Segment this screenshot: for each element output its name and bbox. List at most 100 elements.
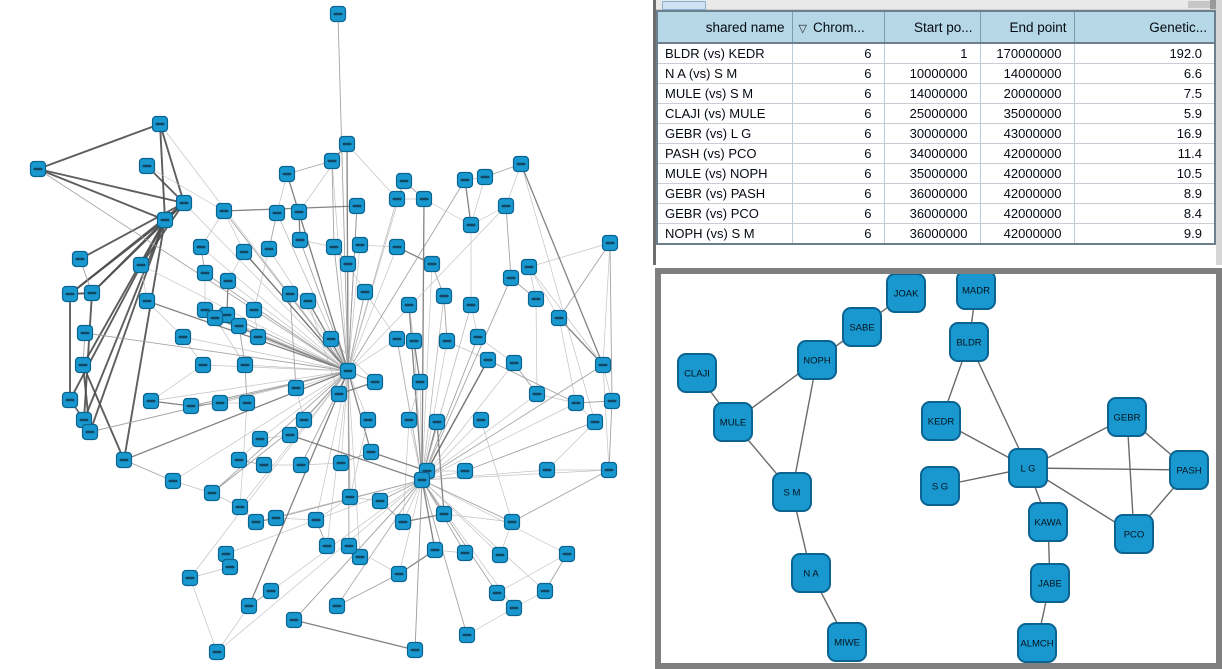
network-node[interactable]	[528, 385, 546, 403]
table-cell[interactable]: 20000000	[979, 83, 1074, 104]
network-node[interactable]	[503, 513, 521, 531]
network-edge[interactable]	[414, 479, 423, 651]
network-node[interactable]	[395, 172, 413, 190]
network-node[interactable]	[359, 411, 377, 429]
network-edge[interactable]	[520, 163, 596, 423]
table-row[interactable]: GEBR (vs) PASH 6 36000000 42000000 8.9	[657, 183, 1215, 204]
network-edge[interactable]	[546, 421, 596, 471]
network-node[interactable]	[603, 392, 621, 410]
network-node[interactable]	[600, 461, 618, 479]
network-edge[interactable]	[421, 359, 489, 481]
network-node[interactable]	[426, 541, 444, 559]
network-node[interactable]	[406, 641, 424, 659]
network-edge[interactable]	[480, 419, 513, 523]
network-node[interactable]	[83, 284, 101, 302]
network-node[interactable]	[351, 236, 369, 254]
network-edge[interactable]	[421, 304, 472, 481]
table-cell[interactable]: 1	[883, 43, 980, 64]
table-cell[interactable]: N A (vs) S M	[657, 63, 792, 84]
network-edge[interactable]	[216, 479, 423, 653]
network-edge[interactable]	[336, 479, 423, 607]
node-ALMCH[interactable]: ALMCH	[1017, 623, 1057, 663]
network-node[interactable]	[348, 197, 366, 215]
network-edge[interactable]	[79, 202, 185, 260]
network-edge[interactable]	[189, 370, 349, 579]
network-node[interactable]	[388, 238, 406, 256]
network-node[interactable]	[476, 168, 494, 186]
table-cell[interactable]: 8.9	[1073, 183, 1215, 204]
network-node[interactable]	[278, 165, 296, 183]
network-node[interactable]	[245, 301, 263, 319]
network-node[interactable]	[211, 394, 229, 412]
network-node[interactable]	[586, 413, 604, 431]
network-edge[interactable]	[330, 338, 376, 383]
network-edge[interactable]	[421, 479, 546, 592]
node-GEBR[interactable]: GEBR	[1107, 397, 1147, 437]
network-node[interactable]	[330, 385, 348, 403]
network-node[interactable]	[295, 411, 313, 429]
network-edge[interactable]	[347, 370, 369, 421]
network-node[interactable]	[61, 391, 79, 409]
network-node[interactable]	[29, 160, 47, 178]
network-edge[interactable]	[496, 553, 568, 594]
network-edge[interactable]	[123, 459, 174, 482]
network-edge[interactable]	[421, 295, 445, 481]
network-node[interactable]	[366, 373, 384, 391]
horizontal-scrollbar-thumb[interactable]	[662, 1, 706, 10]
table-cell[interactable]: 9.9	[1073, 223, 1215, 245]
network-edge[interactable]	[37, 123, 161, 170]
network-edge[interactable]	[396, 338, 423, 481]
network-node[interactable]	[81, 423, 99, 441]
network-node[interactable]	[328, 597, 346, 615]
table-row[interactable]: PASH (vs) PCO 6 34000000 42000000 11.4	[657, 143, 1215, 164]
network-node[interactable]	[462, 216, 480, 234]
network-node[interactable]	[538, 461, 556, 479]
network-edge[interactable]	[421, 198, 425, 481]
network-node[interactable]	[268, 204, 286, 222]
network-node[interactable]	[340, 537, 358, 555]
network-node[interactable]	[175, 194, 193, 212]
table-cell[interactable]: 6	[791, 223, 884, 245]
network-edge[interactable]	[146, 300, 349, 372]
network-edge[interactable]	[602, 242, 611, 366]
network-edge[interactable]	[464, 421, 596, 472]
node-MULE[interactable]: MULE	[713, 402, 753, 442]
network-edge[interactable]	[37, 168, 166, 221]
network-edge[interactable]	[421, 277, 512, 481]
network-node[interactable]	[505, 599, 523, 617]
node-MIWE[interactable]: MIWE	[827, 622, 867, 662]
network-edge[interactable]	[421, 362, 515, 481]
network-edge[interactable]	[189, 577, 218, 653]
network-node[interactable]	[281, 426, 299, 444]
table-cell[interactable]: 192.0	[1073, 43, 1215, 64]
network-node[interactable]	[456, 544, 474, 562]
node-NOPH[interactable]: NOPH	[797, 340, 837, 380]
network-node[interactable]	[181, 569, 199, 587]
network-edge[interactable]	[253, 309, 349, 372]
network-edge[interactable]	[204, 272, 349, 372]
column-header-chromosome[interactable]: ▽ Chrom...	[791, 11, 884, 44]
network-node[interactable]	[329, 5, 347, 23]
network-node[interactable]	[527, 290, 545, 308]
table-cell[interactable]: 35000000	[979, 103, 1074, 124]
network-node[interactable]	[351, 548, 369, 566]
network-edge[interactable]	[298, 143, 348, 213]
network-node[interactable]	[290, 203, 308, 221]
table-cell[interactable]: 14000000	[979, 63, 1074, 84]
table-cell[interactable]: 34000000	[883, 143, 980, 164]
network-node[interactable]	[287, 379, 305, 397]
network-node[interactable]	[491, 546, 509, 564]
network-edge[interactable]	[140, 264, 349, 372]
network-node[interactable]	[262, 582, 280, 600]
network-node[interactable]	[341, 488, 359, 506]
network-edge[interactable]	[244, 364, 349, 372]
network-edge[interactable]	[223, 205, 358, 212]
horizontal-scrollbar[interactable]	[656, 0, 1216, 10]
network-node[interactable]	[238, 394, 256, 412]
network-node[interactable]	[156, 211, 174, 229]
node-SABE[interactable]: SABE	[842, 307, 882, 347]
network-edge[interactable]	[347, 370, 372, 453]
node-BLDR[interactable]: BLDR	[949, 322, 989, 362]
column-header-start-point[interactable]: Start po...	[883, 11, 980, 44]
network-edge[interactable]	[84, 332, 349, 372]
